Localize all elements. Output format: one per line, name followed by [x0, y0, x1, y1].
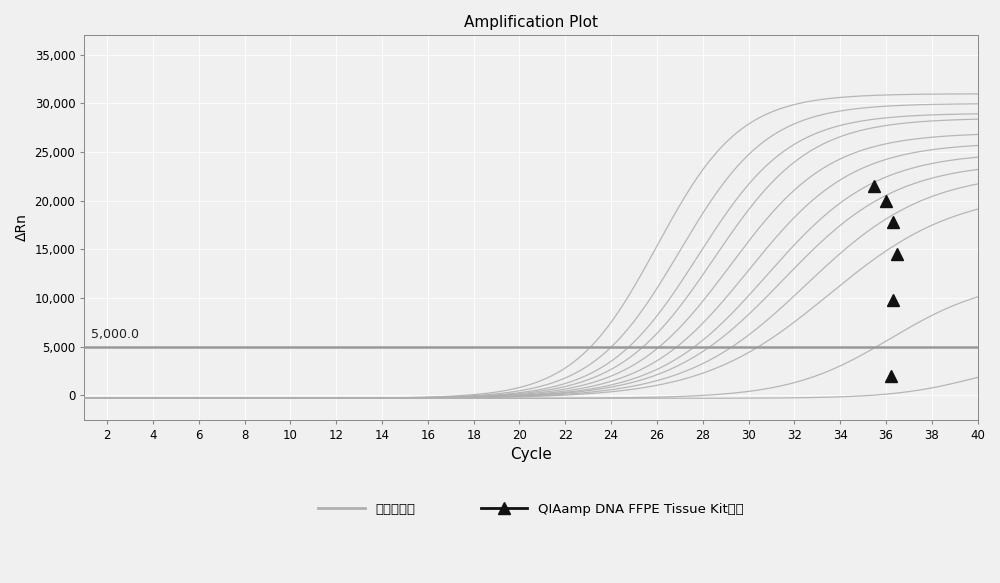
Legend: 本发明提取, QIAamp DNA FFPE Tissue Kit提取: 本发明提取, QIAamp DNA FFPE Tissue Kit提取	[313, 497, 749, 521]
Title: Amplification Plot: Amplification Plot	[464, 15, 598, 30]
Text: 5,000.0: 5,000.0	[91, 328, 139, 341]
Y-axis label: ΔRn: ΔRn	[15, 213, 29, 241]
X-axis label: Cycle: Cycle	[510, 447, 552, 462]
